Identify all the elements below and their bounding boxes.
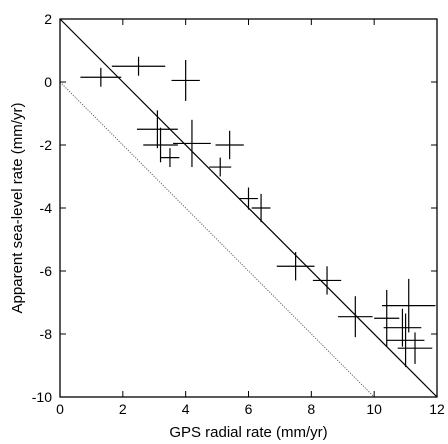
data-point — [251, 193, 271, 223]
data-point — [383, 308, 422, 347]
x-tick-label: 6 — [245, 401, 253, 417]
y-tick-label: -4 — [40, 200, 53, 216]
x-tick-label: 4 — [182, 401, 190, 417]
data-point — [215, 130, 244, 160]
data-point — [171, 59, 200, 101]
y-axis-title: Apparent sea-level rate (mm/yr) — [9, 103, 26, 314]
x-tick-label: 10 — [366, 401, 382, 417]
y-tick-label: 0 — [44, 74, 52, 90]
data-point — [276, 252, 315, 281]
data-point — [209, 157, 232, 177]
x-axis-title: GPS radial rate (mm/yr) — [169, 424, 327, 441]
dotted-reference-line — [59, 81, 375, 398]
x-tick-label: 8 — [307, 401, 315, 417]
y-tick-label: 2 — [44, 11, 52, 27]
y-tick-label: -10 — [32, 389, 52, 405]
data-points — [80, 56, 436, 368]
x-tick-label: 0 — [56, 401, 64, 417]
data-point — [111, 56, 166, 76]
data-point — [173, 119, 211, 168]
data-point — [374, 289, 400, 347]
data-point — [143, 127, 178, 163]
data-point — [382, 278, 436, 333]
y-tick-label: -6 — [40, 263, 53, 279]
y-tick-label: -8 — [40, 326, 53, 342]
data-point — [338, 296, 373, 338]
x-tick-label: 12 — [429, 401, 445, 417]
data-point — [386, 313, 425, 368]
data-point — [397, 332, 433, 364]
axis-ticks: 0 2 4 6 8 10 12 -10 -8 -6 -4 -2 0 2 — [32, 11, 445, 417]
y-tick-label: -2 — [40, 137, 53, 153]
data-point — [312, 266, 342, 295]
data-point — [136, 110, 178, 149]
data-point — [80, 67, 122, 87]
x-tick-label: 2 — [119, 401, 127, 417]
data-point — [160, 148, 180, 168]
data-point — [239, 187, 258, 210]
